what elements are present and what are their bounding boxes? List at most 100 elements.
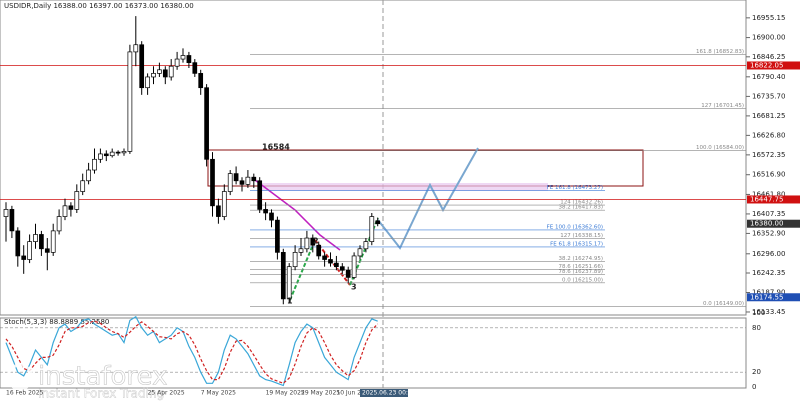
watermark-brand: instaforex — [38, 362, 167, 392]
y-tick-label: 16681.25 — [752, 112, 785, 120]
candle-body — [239, 180, 245, 185]
x-tick-label: 7 May 2025 — [201, 390, 236, 397]
y-tick-label: 100 — [752, 309, 765, 317]
price-marker-label: 16447.75 — [750, 195, 783, 203]
watermark: instaforex Instant Forex Trading — [6, 361, 168, 401]
y-tick-label: 80 — [752, 324, 761, 332]
y-tick-label: 16846.25 — [752, 53, 785, 61]
candle-body — [263, 209, 268, 214]
y-tick-label: 16133.45 — [752, 308, 785, 316]
price-panel — [0, 0, 747, 316]
candle-body — [257, 180, 263, 210]
candle-body — [80, 180, 86, 192]
candle-body — [322, 255, 327, 260]
candle-body — [286, 266, 292, 300]
candle-body — [168, 65, 174, 78]
x-tick-label: 10 Jun 2025 — [336, 390, 372, 397]
candle-body — [334, 262, 339, 268]
y-tick-label: 16955.15 — [752, 14, 785, 22]
candle-body — [15, 230, 21, 257]
candle-body — [204, 87, 209, 160]
candle-body — [174, 58, 180, 67]
candle-body — [50, 230, 56, 253]
price-marker-box — [747, 293, 800, 302]
candle-body — [109, 151, 115, 157]
fib-label: 127 (16338.15) — [560, 233, 603, 239]
candle-body — [280, 252, 286, 300]
ma-line — [254, 179, 341, 251]
fib-label: FE 100.0 (16362.60) — [547, 224, 603, 230]
candle-body — [133, 44, 139, 53]
candle-body — [162, 69, 168, 78]
candle-body — [210, 158, 215, 207]
y-tick-label: 16735.70 — [752, 92, 785, 100]
stoch-line — [5, 320, 379, 384]
candle-body — [345, 269, 351, 278]
annotation: 1 — [287, 297, 293, 306]
candle-body — [304, 237, 310, 250]
candle-body — [56, 216, 62, 232]
candle-body — [351, 255, 357, 278]
watermark-logo — [6, 363, 34, 391]
x-tick-label: 25 Apr 2025 — [148, 390, 185, 397]
candle-body — [275, 219, 280, 253]
candle-body — [121, 151, 127, 154]
stoch-title: Stoch(5,3,3) 88.8889 85.2580 — [4, 318, 109, 326]
candle-body — [269, 212, 274, 221]
cursor-label: 2025.06.23 00:00 — [362, 390, 416, 397]
candle-body — [68, 205, 74, 210]
y-tick-label: 16790.40 — [752, 73, 785, 81]
fib-label: 78.6 (16251.66) — [558, 264, 603, 270]
fib-label: 161.8 (16852.83) — [696, 49, 744, 55]
y-tick-label: 16626.80 — [752, 131, 785, 139]
stoch-line — [5, 315, 378, 387]
y-tick-label: 16296.00 — [752, 250, 785, 258]
candle-body — [139, 44, 145, 89]
x-tick-label: 19 May 2025 — [266, 390, 305, 397]
price-marker-label: 16380.00 — [750, 220, 783, 228]
candle-body — [98, 153, 103, 160]
candle-body — [62, 205, 68, 217]
fib-label: 127 (16701.45) — [701, 103, 744, 109]
price-marker-box — [747, 195, 800, 204]
watermark-tagline: Instant Forex Trading — [38, 387, 164, 401]
candle-body — [310, 237, 316, 246]
candle-body — [339, 266, 345, 271]
candle-body — [369, 216, 375, 242]
candle-body — [227, 173, 233, 192]
candle-body — [44, 248, 50, 253]
price-marker-box — [747, 219, 800, 228]
chart-title: USDIDR,Daily 16388.00 16397.00 16373.00 … — [4, 2, 194, 10]
candle-body — [21, 255, 27, 260]
zone-band — [262, 183, 548, 191]
candle-body — [127, 51, 133, 152]
candle-body — [103, 153, 109, 157]
wave-1-2 — [289, 239, 316, 301]
candle-body — [357, 248, 363, 257]
y-tick-label: 16461.80 — [752, 190, 785, 198]
y-tick-label: 16516.90 — [752, 171, 785, 179]
candle-body — [245, 176, 251, 185]
fib-label: FE 61.8 (16315.17) — [550, 241, 603, 247]
y-tick-label: 16187.90 — [752, 288, 785, 296]
candle-body — [233, 173, 239, 182]
candle-body — [186, 55, 192, 63]
fib-label: FE 161.8 (16473.27) — [547, 185, 603, 191]
price-marker-box — [747, 61, 800, 70]
candle-body — [298, 248, 304, 253]
fib-label: 124 (16432.26) — [560, 200, 603, 206]
fib-label: 38.2 (16274.95) — [558, 256, 603, 262]
candle-body — [3, 209, 9, 217]
cursor-label-box — [360, 389, 408, 397]
fib-label: 78.6 (16237.89) — [558, 269, 603, 275]
fib-label: 0.0 (16149.00) — [703, 301, 744, 307]
candle-body — [198, 73, 204, 89]
candle-body — [145, 76, 150, 89]
candle-body — [363, 241, 369, 250]
y-tick-label: 16242.35 — [752, 269, 785, 277]
price-marker-label: 16174.55 — [750, 293, 783, 301]
fib-label: 0.0 (16215.00) — [562, 277, 603, 283]
y-tick-label: 16352.90 — [752, 229, 785, 237]
y-tick-label: 16900.00 — [752, 34, 785, 42]
candle-body — [251, 176, 257, 182]
